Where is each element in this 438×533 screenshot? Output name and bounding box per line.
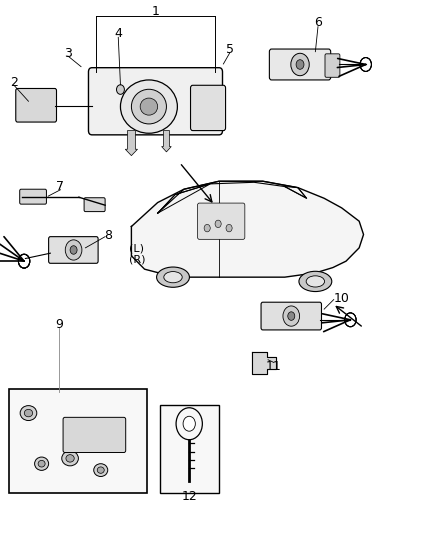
Ellipse shape [299,271,332,292]
Ellipse shape [306,276,325,287]
Circle shape [288,312,295,320]
FancyBboxPatch shape [325,54,340,77]
Text: 3: 3 [64,47,72,60]
Text: 12: 12 [181,490,197,503]
Circle shape [283,306,300,326]
Text: 1: 1 [152,5,159,18]
FancyArrow shape [162,131,171,152]
Text: 2: 2 [10,76,18,89]
Polygon shape [252,352,276,374]
FancyBboxPatch shape [20,189,46,204]
FancyBboxPatch shape [198,203,245,239]
FancyBboxPatch shape [16,88,57,122]
Circle shape [183,416,195,431]
FancyBboxPatch shape [88,68,223,135]
Ellipse shape [94,464,108,477]
FancyBboxPatch shape [191,85,226,131]
Circle shape [70,246,77,254]
Text: 7: 7 [57,180,64,193]
Ellipse shape [35,457,49,470]
Ellipse shape [164,271,182,282]
FancyBboxPatch shape [261,302,321,330]
Text: 9: 9 [55,318,63,330]
Circle shape [117,85,124,94]
Ellipse shape [97,467,104,473]
Text: 11: 11 [266,360,282,373]
Text: 8: 8 [105,229,113,242]
Text: 5: 5 [226,43,233,55]
Polygon shape [131,181,364,277]
Text: (L): (L) [129,244,144,253]
FancyBboxPatch shape [63,417,126,453]
Text: 6: 6 [314,17,322,29]
Ellipse shape [20,406,37,421]
FancyArrow shape [125,131,138,156]
Ellipse shape [66,455,74,462]
Ellipse shape [38,461,45,467]
Ellipse shape [140,98,158,115]
Circle shape [215,220,221,228]
Circle shape [204,224,210,232]
FancyBboxPatch shape [84,198,105,212]
FancyBboxPatch shape [269,49,331,80]
FancyBboxPatch shape [160,405,219,493]
Text: 10: 10 [334,292,350,305]
Ellipse shape [25,409,32,417]
FancyBboxPatch shape [9,389,147,493]
FancyBboxPatch shape [49,237,98,263]
Ellipse shape [131,89,166,124]
Text: 4: 4 [114,27,122,39]
Circle shape [291,53,309,76]
Text: (R): (R) [129,254,146,264]
Circle shape [65,240,82,260]
Circle shape [296,60,304,69]
Ellipse shape [120,80,177,133]
Ellipse shape [157,267,190,287]
Circle shape [226,224,232,232]
Ellipse shape [62,451,78,466]
